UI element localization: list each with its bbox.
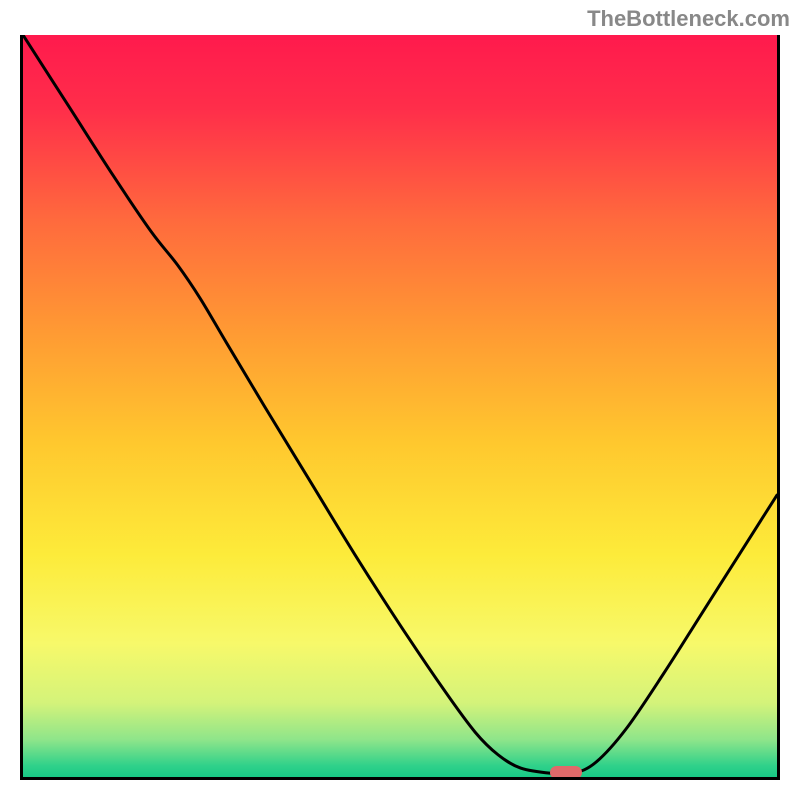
bottleneck-chart: TheBottleneck.com (0, 0, 800, 800)
optimal-marker (550, 766, 582, 779)
bottleneck-curve (23, 35, 777, 777)
plot-area (20, 35, 780, 780)
watermark-label: TheBottleneck.com (587, 6, 790, 32)
